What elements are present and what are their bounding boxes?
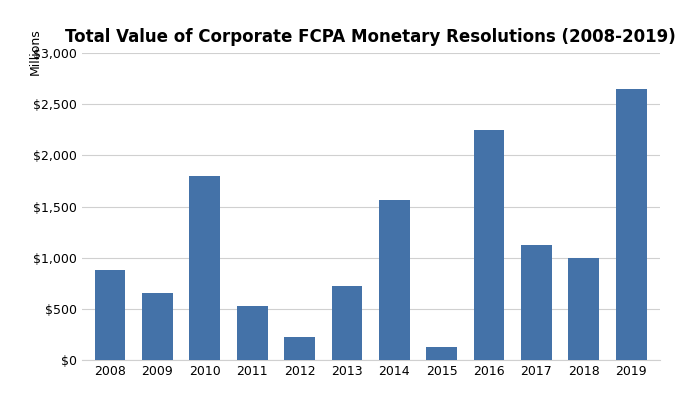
Bar	[237, 306, 267, 360]
Bar	[568, 258, 599, 360]
Bar	[332, 286, 362, 360]
Bar	[474, 130, 505, 360]
Bar	[426, 347, 457, 360]
Bar	[142, 294, 173, 360]
Text: Millions: Millions	[29, 29, 42, 75]
Bar	[284, 337, 315, 360]
Bar	[521, 245, 551, 360]
Bar	[190, 176, 220, 360]
Bar	[95, 270, 125, 360]
Bar	[379, 200, 409, 360]
Bar	[616, 89, 647, 360]
Title: Total Value of Corporate FCPA Monetary Resolutions (2008-2019): Total Value of Corporate FCPA Monetary R…	[65, 28, 676, 46]
